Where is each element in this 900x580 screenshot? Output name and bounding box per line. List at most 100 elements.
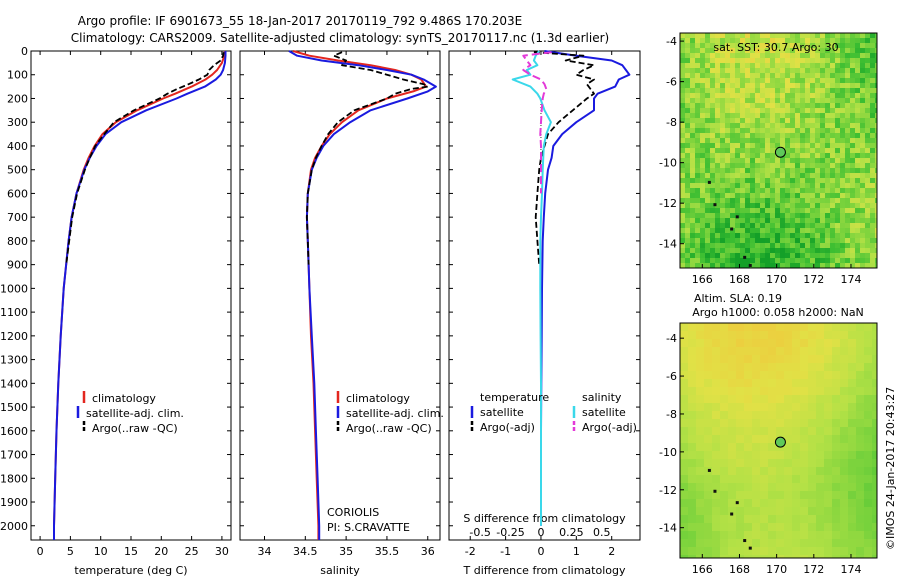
- map-cell: [830, 103, 835, 108]
- map-cell: [784, 387, 792, 395]
- map-cell: [760, 347, 768, 355]
- map-cell: [735, 103, 740, 108]
- map-cell: [768, 507, 776, 515]
- map-cell: [700, 178, 705, 183]
- map-cell: [830, 133, 835, 138]
- map-cell: [735, 133, 740, 138]
- map-cell: [745, 138, 750, 143]
- map-cell: [840, 223, 845, 228]
- map-cell: [825, 78, 830, 83]
- map-cell: [690, 188, 695, 193]
- map-cell: [785, 158, 790, 163]
- map-cell: [790, 258, 795, 263]
- map-cell: [750, 218, 755, 223]
- map-cell: [710, 248, 715, 253]
- map-cell: [810, 163, 815, 168]
- map-cell: [875, 208, 877, 213]
- map-cell: [870, 113, 875, 118]
- map-cell: [784, 427, 792, 435]
- map-cell: [792, 339, 800, 347]
- map-cell: [795, 233, 800, 238]
- map-cell: [685, 168, 690, 173]
- map-cell: [808, 419, 816, 427]
- map-cell: [815, 188, 820, 193]
- map-cell: [700, 248, 705, 253]
- map-cell: [680, 183, 685, 188]
- map-cell: [856, 419, 864, 427]
- map-cell: [760, 208, 765, 213]
- x-top-tick-label: -0.25: [496, 526, 524, 539]
- map-cell: [770, 178, 775, 183]
- map-cell: [855, 113, 860, 118]
- map-cell: [725, 98, 730, 103]
- map-cell: [755, 248, 760, 253]
- map-cell: [715, 153, 720, 158]
- map-cell: [805, 63, 810, 68]
- map-cell: [695, 183, 700, 188]
- map-cell: [875, 168, 877, 173]
- map-cell: [696, 507, 704, 515]
- map-cell: [720, 213, 725, 218]
- map-cell: [735, 153, 740, 158]
- map-cell: [855, 43, 860, 48]
- map-cell: [810, 188, 815, 193]
- map-cell: [860, 138, 865, 143]
- series-line-temperature-argo-adj-: [533, 51, 595, 265]
- map-cell: [680, 133, 685, 138]
- map-cell: [760, 163, 765, 168]
- map-cell: [792, 355, 800, 363]
- map-cell: [855, 188, 860, 193]
- map-cell: [740, 228, 745, 233]
- map-cell: [830, 93, 835, 98]
- map-cell: [825, 223, 830, 228]
- map-cell: [775, 253, 780, 258]
- map-cell: [870, 263, 875, 268]
- map-cell: [825, 98, 830, 103]
- map-cell: [875, 33, 877, 38]
- map-cell: [768, 395, 776, 403]
- map-cell: [825, 108, 830, 113]
- map-cell: [744, 387, 752, 395]
- map-cell: [855, 213, 860, 218]
- map-cell: [825, 88, 830, 93]
- map-cell: [792, 371, 800, 379]
- map-cell: [680, 218, 685, 223]
- map-cell: [725, 43, 730, 48]
- map-cell: [855, 258, 860, 263]
- map-cell: [776, 531, 784, 539]
- map-cell: [752, 411, 760, 419]
- map-cell: [740, 188, 745, 193]
- map-cell: [690, 93, 695, 98]
- map-cell: [720, 258, 725, 263]
- map-cell: [808, 515, 816, 523]
- map-cell: [835, 163, 840, 168]
- map-cell: [855, 38, 860, 43]
- map-cell: [730, 228, 735, 233]
- map-cell: [765, 108, 770, 113]
- map-cell: [770, 158, 775, 163]
- map-cell: [710, 258, 715, 263]
- figure-title-line2: Climatology: CARS2009. Satellite-adjuste…: [71, 31, 609, 45]
- map-cell: [805, 33, 810, 38]
- map-cell: [720, 118, 725, 123]
- map-cell: [740, 108, 745, 113]
- map-cell: [840, 238, 845, 243]
- map-cell: [785, 203, 790, 208]
- map-cell: [730, 33, 735, 38]
- map-cell: [715, 188, 720, 193]
- map-cell: [775, 208, 780, 213]
- map-cell: [792, 427, 800, 435]
- map-cell: [865, 58, 870, 63]
- map-cell: [688, 531, 696, 539]
- map-cell: [830, 243, 835, 248]
- map-cell: [755, 43, 760, 48]
- x-tick-label: 0: [37, 545, 44, 558]
- map-cell: [715, 208, 720, 213]
- map-cell: [755, 73, 760, 78]
- map-cell: [845, 83, 850, 88]
- map-cell: [860, 208, 865, 213]
- map-cell: [685, 248, 690, 253]
- map-cell: [835, 203, 840, 208]
- map-cell: [695, 108, 700, 113]
- map-cell: [760, 218, 765, 223]
